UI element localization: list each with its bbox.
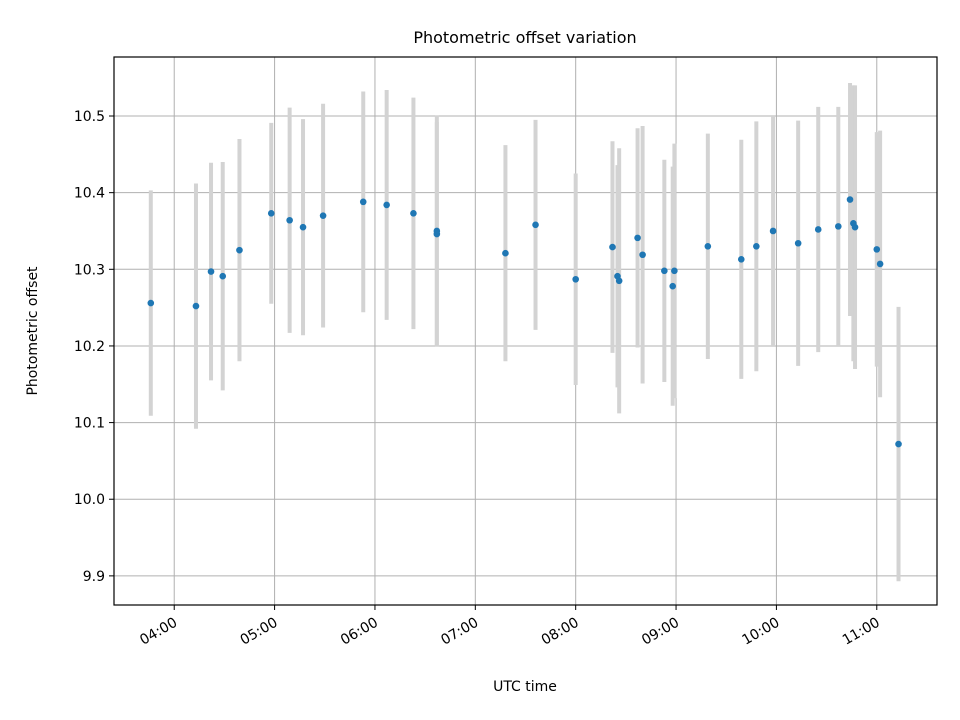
data-point bbox=[410, 210, 417, 217]
data-point bbox=[794, 239, 802, 247]
error-bars bbox=[148, 83, 901, 582]
x-axis-label: UTC time bbox=[493, 679, 557, 695]
data-point bbox=[147, 299, 155, 307]
data-point bbox=[737, 256, 745, 263]
data-point bbox=[572, 275, 579, 283]
data-point bbox=[661, 267, 668, 275]
y-tick-label: 10.4 bbox=[74, 186, 105, 202]
data-point bbox=[359, 198, 367, 206]
data-point bbox=[669, 282, 677, 290]
x-tick-label: 04:00 bbox=[137, 615, 180, 649]
grid-lines bbox=[114, 57, 937, 605]
data-point bbox=[383, 201, 390, 209]
data-point bbox=[192, 302, 200, 310]
data-point bbox=[753, 243, 760, 250]
data-point bbox=[207, 268, 215, 275]
data-point bbox=[671, 267, 678, 275]
x-tick-label: 08:00 bbox=[539, 615, 582, 649]
data-point bbox=[433, 230, 441, 238]
data-point bbox=[502, 249, 509, 257]
data-point bbox=[895, 440, 902, 448]
x-axis-ticks: 04:00 05:00 06:00 07:00 08:00 09:00 10:00 11:00 bbox=[137, 605, 883, 649]
x-tick-label: 07:00 bbox=[438, 615, 481, 649]
data-point bbox=[639, 251, 646, 259]
plot-frame bbox=[113, 56, 938, 606]
data-point bbox=[851, 223, 859, 231]
data-point bbox=[532, 221, 539, 229]
x-tick-label: 05:00 bbox=[238, 615, 281, 649]
data-point bbox=[219, 272, 227, 280]
data-point bbox=[876, 260, 884, 268]
data-point bbox=[846, 196, 854, 203]
y-tick-label: 10.2 bbox=[74, 339, 105, 355]
y-tick-label: 9.9 bbox=[83, 569, 105, 585]
data-point bbox=[609, 243, 616, 251]
chart-title: Photometric offset variation bbox=[413, 28, 636, 47]
y-axis-ticks: 9.9 10.0 10.1 10.2 10.3 10.4 10.5 bbox=[74, 109, 114, 585]
x-tick-label: 10:00 bbox=[739, 615, 782, 649]
x-tick-label: 06:00 bbox=[338, 615, 381, 649]
data-point bbox=[634, 234, 641, 242]
x-tick-label: 09:00 bbox=[639, 615, 682, 649]
data-point bbox=[704, 243, 712, 250]
data-point bbox=[615, 277, 623, 285]
data-point bbox=[299, 223, 307, 231]
data-point bbox=[286, 216, 293, 224]
y-tick-label: 10.1 bbox=[74, 416, 105, 432]
data-point bbox=[236, 246, 243, 254]
data-point bbox=[769, 227, 777, 235]
y-tick-label: 10.5 bbox=[74, 109, 105, 125]
y-tick-label: 10.3 bbox=[74, 262, 105, 278]
data-point bbox=[319, 212, 327, 219]
data-point bbox=[835, 223, 842, 230]
data-point bbox=[873, 246, 881, 253]
data-points bbox=[147, 196, 902, 448]
data-point bbox=[814, 226, 822, 233]
y-tick-label: 10.0 bbox=[74, 492, 105, 508]
y-axis-label: Photometric offset bbox=[25, 266, 41, 396]
data-point bbox=[267, 210, 275, 217]
x-tick-label: 11:00 bbox=[840, 615, 883, 649]
